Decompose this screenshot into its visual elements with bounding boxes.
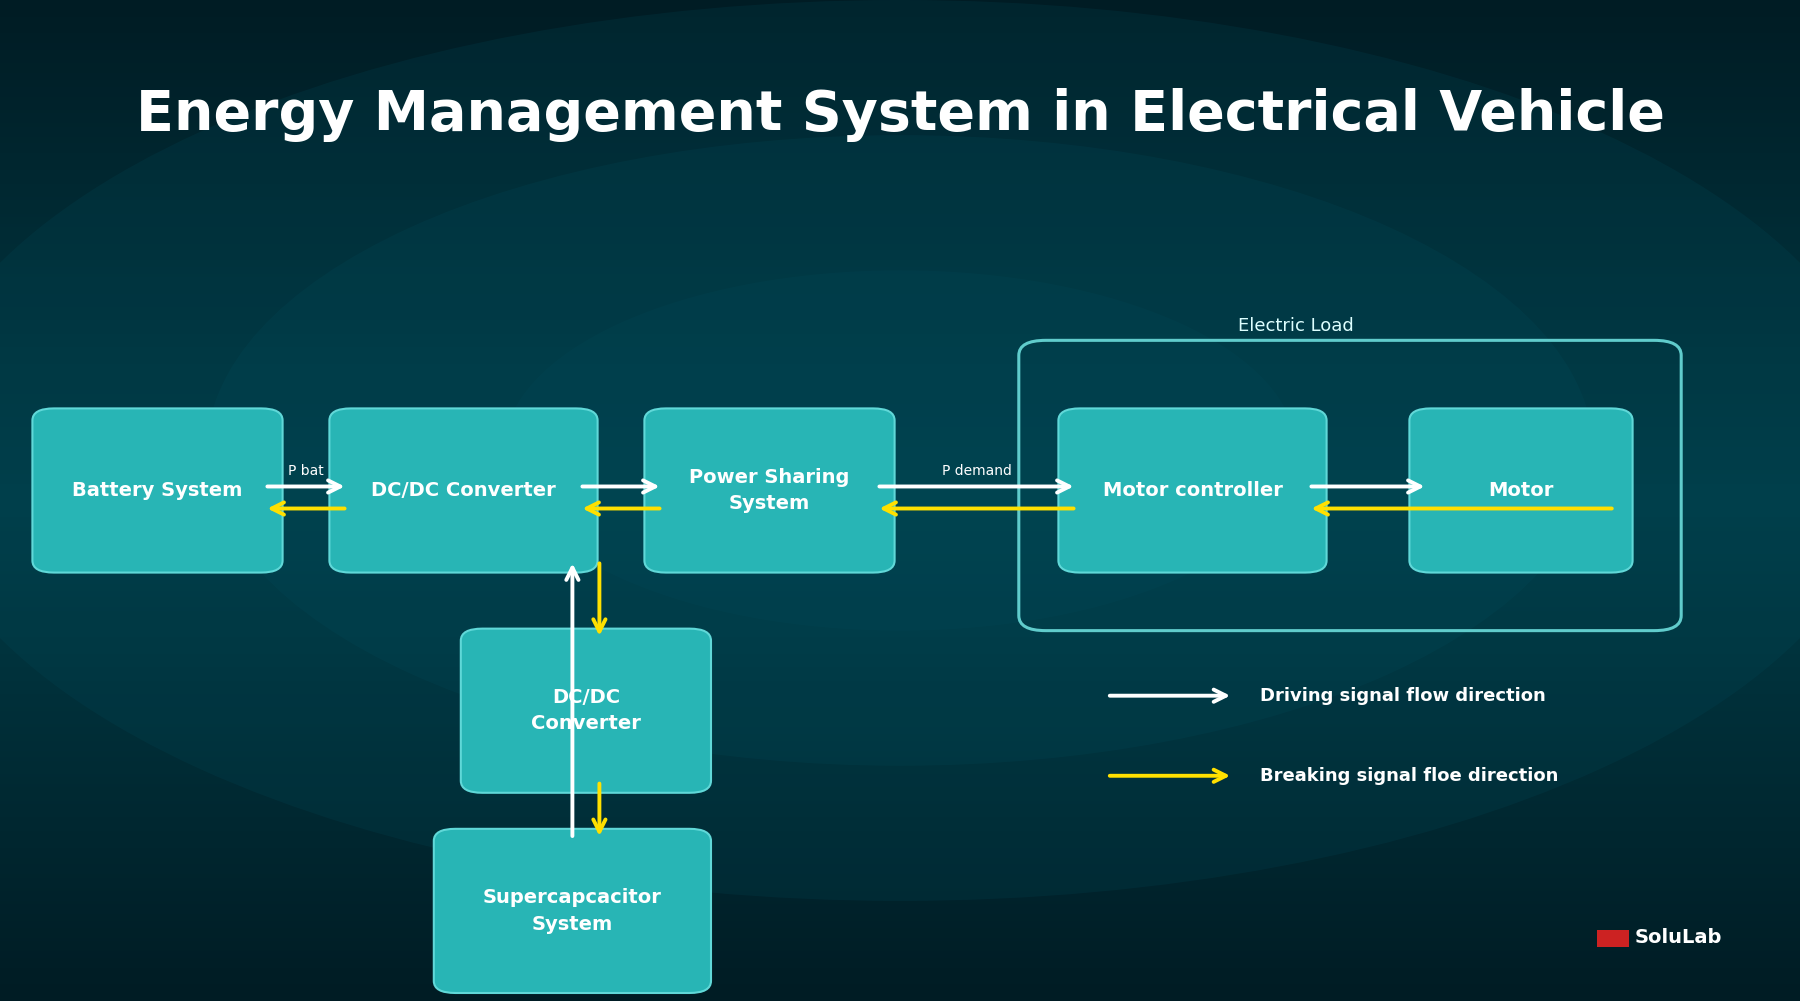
Text: Motor controller: Motor controller [1103, 481, 1282, 499]
FancyBboxPatch shape [1613, 930, 1629, 939]
Text: Power Sharing
System: Power Sharing System [689, 467, 850, 514]
Ellipse shape [504, 270, 1296, 631]
FancyBboxPatch shape [644, 408, 895, 573]
Text: SoluLab: SoluLab [1634, 929, 1723, 947]
Text: DC/DC
Converter: DC/DC Converter [531, 688, 641, 734]
FancyBboxPatch shape [1058, 408, 1327, 573]
Text: Supercapcacitor
System: Supercapcacitor System [482, 888, 662, 934]
Text: Driving signal flow direction: Driving signal flow direction [1260, 687, 1546, 705]
FancyBboxPatch shape [1409, 408, 1633, 573]
Text: Energy Management System in Electrical Vehicle: Energy Management System in Electrical V… [135, 88, 1665, 142]
Text: P demand: P demand [943, 464, 1012, 478]
Text: Battery System: Battery System [72, 481, 243, 499]
Ellipse shape [207, 135, 1593, 766]
Text: Electric Load: Electric Load [1238, 317, 1354, 335]
Text: Motor: Motor [1489, 481, 1553, 499]
FancyBboxPatch shape [1613, 938, 1629, 947]
Ellipse shape [0, 0, 1800, 901]
Text: DC/DC Converter: DC/DC Converter [371, 481, 556, 499]
FancyBboxPatch shape [32, 408, 283, 573]
FancyBboxPatch shape [434, 829, 711, 993]
FancyBboxPatch shape [1597, 930, 1613, 939]
FancyBboxPatch shape [329, 408, 598, 573]
FancyBboxPatch shape [1597, 938, 1613, 947]
FancyBboxPatch shape [461, 629, 711, 793]
Text: Breaking signal floe direction: Breaking signal floe direction [1260, 767, 1559, 785]
Text: P bat: P bat [288, 464, 324, 478]
